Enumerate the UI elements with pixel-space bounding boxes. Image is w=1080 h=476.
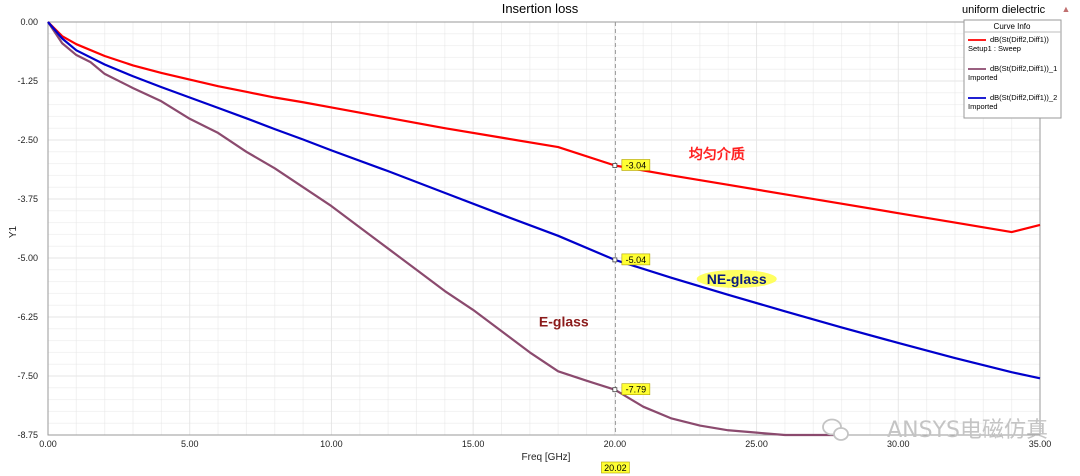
collapse-arrow-icon[interactable]: ▲ <box>1062 4 1071 14</box>
legend-entry-source: Imported <box>968 73 998 82</box>
legend-title: Curve Info <box>994 22 1031 31</box>
x-tick-label: 30.00 <box>887 439 910 449</box>
marker-label: -5.04 <box>626 255 647 265</box>
y-tick-label: -5.00 <box>17 253 38 263</box>
x-tick-label: 10.00 <box>320 439 343 449</box>
y-tick-label: -6.25 <box>17 312 38 322</box>
y-tick-label: -2.50 <box>17 135 38 145</box>
marker-label-box[interactable] <box>621 253 651 266</box>
axes: 0.00 5.00 10.00 15.00 20.00 25.00 30.00 35.00 0.… <box>17 17 1051 449</box>
cursor-label-box[interactable] <box>601 461 630 474</box>
legend[interactable]: Curve Info dB(St(Diff2,Diff1))Setup1 : S… <box>963 19 1062 119</box>
series-line-1 <box>47 21 1041 234</box>
chart-note: uniform dielectric <box>962 4 1046 16</box>
marker-label-box[interactable] <box>621 159 651 171</box>
legend-entry-source: Setup1 : Sweep <box>968 44 1021 53</box>
y-tick-label: -7.50 <box>17 371 38 381</box>
markers: 20.02 -3.04 -5.04 -7.79 <box>601 22 651 474</box>
marker-point <box>612 387 618 393</box>
annotation-highlight <box>696 269 777 288</box>
x-tick-label: 15.00 <box>462 439 485 449</box>
y-axis-title: Y1 <box>8 225 19 238</box>
cursor-label: 20.02 <box>604 463 627 473</box>
x-tick-label: 0.00 <box>39 439 57 449</box>
marker-point <box>612 257 618 263</box>
y-tick-label: -1.25 <box>17 76 38 86</box>
y-tick-label: -8.75 <box>17 430 38 440</box>
chart-title: Insertion loss <box>502 1 579 16</box>
x-tick-label: 35.00 <box>1029 439 1052 449</box>
marker-label: -7.79 <box>626 385 647 395</box>
y-tick-label: -3.75 <box>17 194 38 204</box>
x-tick-label: 25.00 <box>745 439 768 449</box>
x-tick-label: 20.00 <box>604 439 627 449</box>
marker-point <box>612 163 618 168</box>
legend-entry-name: dB(St(Diff2,Diff1)) <box>990 35 1049 44</box>
watermark: ANSYS电磁仿真 <box>887 418 1048 443</box>
wechat-logo-icon <box>822 418 849 441</box>
annotation-label: NE-glass <box>707 271 767 287</box>
legend-entry-source: Imported <box>968 102 998 111</box>
x-axis-title: Freq [GHz] <box>522 452 571 463</box>
marker-label-box[interactable] <box>621 383 651 395</box>
series-line-3 <box>47 21 1041 380</box>
grid <box>47 21 1041 436</box>
legend-entry-name: dB(St(Diff2,Diff1))_1 <box>990 64 1057 73</box>
series-line-2 <box>47 21 842 437</box>
annotations: 均匀介质 NE-glass E-glass <box>539 146 777 329</box>
annotation-label: 均匀介质 <box>689 146 745 162</box>
series <box>47 21 1041 437</box>
y-tick-label: 0.00 <box>20 17 38 27</box>
marker-label: -3.04 <box>626 160 647 170</box>
annotation-label: E-glass <box>539 313 589 329</box>
legend-entry-name: dB(St(Diff2,Diff1))_2 <box>990 93 1057 102</box>
plot-frame <box>47 21 1041 436</box>
x-tick-label: 5.00 <box>181 439 199 449</box>
